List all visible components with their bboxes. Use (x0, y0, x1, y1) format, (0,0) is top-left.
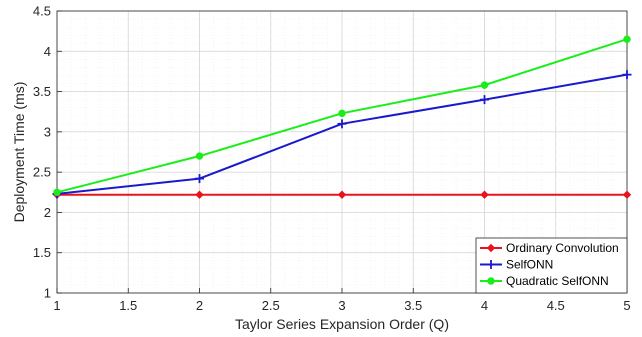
data-point-diamond (195, 190, 204, 199)
data-point-diamond (480, 190, 489, 199)
x-axis-label: Taylor Series Expansion Order (Q) (235, 316, 449, 332)
data-point-diamond (486, 243, 496, 253)
data-point-diamond (337, 190, 347, 199)
legend-entry: Quadratic SelfONN (480, 274, 609, 288)
x-tick-label: 1 (53, 298, 60, 313)
x-tick-label: 3.5 (404, 298, 422, 313)
legend: Ordinary Convolution SelfONN Quadratic Sel… (475, 237, 628, 294)
legend-label: Ordinary Convolution (506, 241, 619, 255)
legend-entry: SelfONN (480, 258, 553, 272)
data-point-plus (480, 95, 489, 105)
data-point-plus (195, 174, 204, 184)
y-tick-label: 4 (44, 44, 51, 59)
data-point-plus (486, 260, 496, 269)
x-tick-label: 2.5 (262, 298, 280, 313)
y-tick-label: 4.5 (33, 4, 51, 19)
data-point-circle (195, 152, 204, 160)
legend-label: SelfONN (506, 258, 553, 272)
legend-label: Quadratic SelfONN (506, 274, 609, 288)
data-point-circle (480, 81, 489, 89)
legend-entry: Ordinary Convolution (480, 241, 619, 255)
series-2 (53, 35, 631, 196)
data-point-circle (487, 277, 495, 285)
data-point-diamond (622, 190, 632, 199)
x-tick-label: 2 (196, 298, 203, 313)
tick-labels: 1 1.5 2 2.5 3 3.5 4 4.5 5 1 1.5 2 2.5 3 3.5 4 4.5 (33, 4, 631, 314)
x-tick-label: 4 (481, 298, 488, 313)
y-axis-label: Deployment Time (ms) (11, 82, 27, 223)
data-point-circle (623, 35, 631, 43)
y-tick-label: 2.5 (33, 165, 51, 180)
x-tick-label: 3 (338, 298, 345, 313)
y-tick-label: 1.5 (33, 245, 51, 260)
y-tick-label: 2 (44, 205, 51, 220)
x-tick-label: 5 (623, 298, 630, 313)
series-layer (52, 35, 632, 199)
data-point-plus (337, 119, 347, 129)
y-tick-label: 3.5 (33, 84, 51, 99)
data-point-plus (622, 70, 632, 80)
data-point-circle (53, 188, 61, 196)
x-tick-label: 4.5 (547, 298, 565, 313)
y-tick-label: 3 (44, 124, 51, 139)
data-point-circle (338, 109, 346, 118)
y-tick-label: 1 (44, 286, 51, 301)
x-tick-label: 1.5 (119, 298, 137, 313)
